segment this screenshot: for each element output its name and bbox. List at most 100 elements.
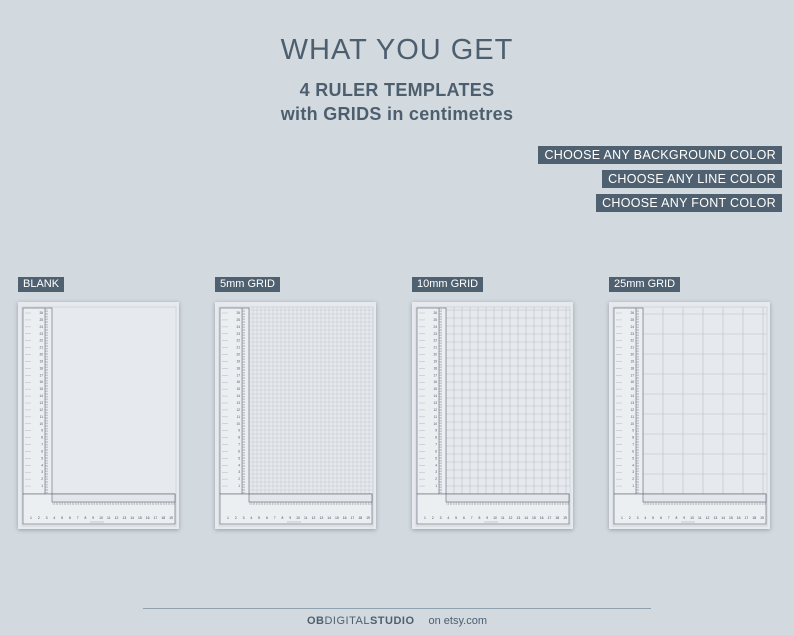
ruler-number-h: 14 (327, 516, 331, 520)
ruler-number-v: 10 (39, 422, 43, 426)
ruler-number-v: 26 (433, 311, 437, 315)
sheet-frame (612, 306, 768, 527)
ruler-number-h: 8 (84, 516, 86, 520)
ruler-number-v: 24 (433, 325, 437, 329)
ruler-number-h: 9 (92, 516, 94, 520)
template-label-25mm: 25mm GRID (609, 277, 681, 292)
ruler-number-h: 15 (335, 516, 339, 520)
ruler-number-v: 12 (630, 408, 634, 412)
ruler-number-v: 9 (41, 429, 43, 433)
ruler-number-v: 18 (39, 366, 43, 370)
ruler-number-h: 10 (690, 516, 694, 520)
ruler-number-v: 14 (236, 394, 240, 398)
ruler-number-v: 15 (236, 387, 240, 391)
ruler-number-v: 25 (236, 318, 240, 322)
ruler-number-v: 13 (630, 401, 634, 405)
ruler-number-h: 2 (432, 516, 434, 520)
ruler-number-v: 12 (236, 408, 240, 412)
ruler-number-v: 26 (630, 311, 634, 315)
ruler-number-v: 24 (236, 325, 240, 329)
ruler-number-v: 23 (433, 332, 437, 336)
ruler-number-v: 17 (630, 373, 634, 377)
ruler-number-h: 12 (312, 516, 316, 520)
ruler-number-v: 19 (433, 359, 437, 363)
ruler-number-h: 14 (524, 516, 528, 520)
ruler-number-v: 1 (41, 484, 43, 488)
ruler-number-v: 6 (435, 449, 437, 453)
ruler-template-blank: 2625242322212019181716151413121110987654… (21, 306, 177, 527)
ruler-number-h: 5 (652, 516, 654, 520)
ruler-number-v: 14 (39, 394, 43, 398)
horizontal-ruler: 1 2 3 4 5 6 7 8 9 10 11 12 13 14 15 16 17 18 19 (219, 493, 373, 525)
ruler-number-v: 1 (435, 484, 437, 488)
ruler-number-v: 25 (39, 318, 43, 322)
ruler-number-v: 10 (630, 422, 634, 426)
ruler-number-h: 2 (235, 516, 237, 520)
ruler-number-v: 9 (435, 429, 437, 433)
tag-line-color: CHOOSE ANY LINE COLOR (602, 170, 782, 188)
ruler-number-v: 2 (238, 477, 240, 481)
footer-etsy-link[interactable]: on etsy.com (428, 615, 488, 627)
ruler-number-h: 13 (319, 516, 323, 520)
vertical-ruler: 2625242322212019181716151413121110987654… (219, 307, 250, 495)
ruler-number-v: 12 (39, 408, 43, 412)
ruler-number-v: 26 (39, 311, 43, 315)
ruler-number-v: 23 (236, 332, 240, 336)
ruler-number-v: 14 (630, 394, 634, 398)
ruler-number-v: 6 (238, 449, 240, 453)
sheet-frame (218, 306, 374, 527)
ruler-number-h: 5 (61, 516, 63, 520)
ruler-number-v: 10 (433, 422, 437, 426)
ruler-number-v: 2 (41, 477, 43, 481)
ruler-number-h: 4 (447, 516, 449, 520)
ruler-number-v: 14 (433, 394, 437, 398)
brand-studio: STUDIO (369, 615, 415, 627)
ruler-number-h: 16 (146, 516, 150, 520)
ruler-number-v: 18 (630, 366, 634, 370)
ruler-number-h: 13 (713, 516, 717, 520)
ruler-number-v: 13 (433, 401, 437, 405)
template-label-10mm: 10mm GRID (412, 277, 484, 292)
ruler-number-h: 9 (683, 516, 685, 520)
ruler-number-h: 8 (478, 516, 480, 520)
ruler-number-h: 6 (463, 516, 465, 520)
ruler-number-v: 2 (632, 477, 634, 481)
ruler-number-v: 4 (435, 463, 437, 467)
ruler-number-v: 22 (433, 339, 437, 343)
ruler-number-h: 18 (752, 516, 756, 520)
template-label-5mm: 5mm GRID (215, 277, 280, 292)
ruler-number-h: 19 (760, 516, 764, 520)
template-sheet-25mm: 26 25 24 23 22 21 20 19 18 17 16 15 14 13 12 11 10 9 8 7 6 5 4… (609, 302, 770, 529)
ruler-number-v: 17 (433, 373, 437, 377)
ruler-number-v: 18 (433, 366, 437, 370)
ruler-number-v: 21 (433, 346, 437, 350)
ruler-number-v: 20 (39, 353, 43, 357)
ruler-number-v: 8 (632, 436, 634, 440)
ruler-number-h: 12 (115, 516, 119, 520)
ruler-number-v: 15 (39, 387, 43, 391)
ruler-number-h: 8 (675, 516, 677, 520)
ruler-number-h: 9 (486, 516, 488, 520)
ruler-number-v: 20 (236, 353, 240, 357)
ruler-number-h: 6 (69, 516, 71, 520)
ruler-number-h: 1 (227, 516, 229, 520)
ruler-number-h: 17 (745, 516, 749, 520)
ruler-number-h: 3 (440, 516, 442, 520)
ruler-number-h: 18 (161, 516, 165, 520)
horizontal-ruler: 1 2 3 4 5 6 7 8 9 10 11 12 13 14 15 16 17 18 19 (613, 493, 767, 525)
ruler-number-v: 5 (632, 456, 634, 460)
ruler-number-h: 4 (53, 516, 55, 520)
ruler-number-h: 12 (509, 516, 513, 520)
ruler-number-v: 11 (631, 415, 635, 419)
ruler-number-h: 14 (721, 516, 725, 520)
ruler-number-h: 14 (130, 516, 134, 520)
ruler-number-v: 6 (632, 449, 634, 453)
ruler-number-v: 22 (630, 339, 634, 343)
ruler-number-v: 3 (238, 470, 240, 474)
ruler-number-v: 2 (435, 477, 437, 481)
ruler-number-h: 9 (289, 516, 291, 520)
grid-lines (248, 307, 374, 495)
brand-ob: OB (306, 615, 325, 627)
ruler-number-v: 3 (435, 470, 437, 474)
template-sheet-10mm: 26 25 24 23 22 21 20 19 18 17 16 15 14 13 12 11 10 9 8 7 6 5 4… (412, 302, 573, 529)
